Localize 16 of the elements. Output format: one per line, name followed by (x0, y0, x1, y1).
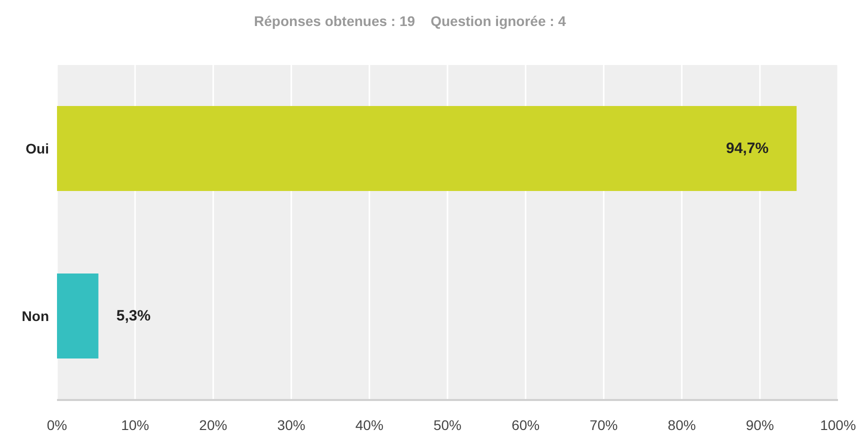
x-tick-label: 80% (668, 416, 696, 433)
x-tick-label: 0% (46, 416, 68, 433)
x-tick-label: 30% (277, 416, 306, 433)
x-tick-label: 40% (355, 416, 384, 433)
x-tick-label: 100% (820, 416, 856, 433)
data-label: 5,3% (116, 308, 151, 324)
x-tick-label: 60% (512, 416, 540, 433)
x-tick-label: 50% (433, 416, 462, 433)
data-label: 94,7% (726, 140, 769, 157)
x-tick-label: 90% (746, 416, 774, 433)
x-tick-label: 70% (590, 416, 618, 433)
chart-subtitle: Réponses obtenues : 19 Question ignorée : 4 (253, 13, 567, 29)
x-tick-label: 20% (199, 416, 228, 433)
x-tick-label: 10% (121, 416, 150, 433)
y-tick-label: Non (22, 308, 49, 324)
y-tick-label: Oui (26, 140, 49, 157)
